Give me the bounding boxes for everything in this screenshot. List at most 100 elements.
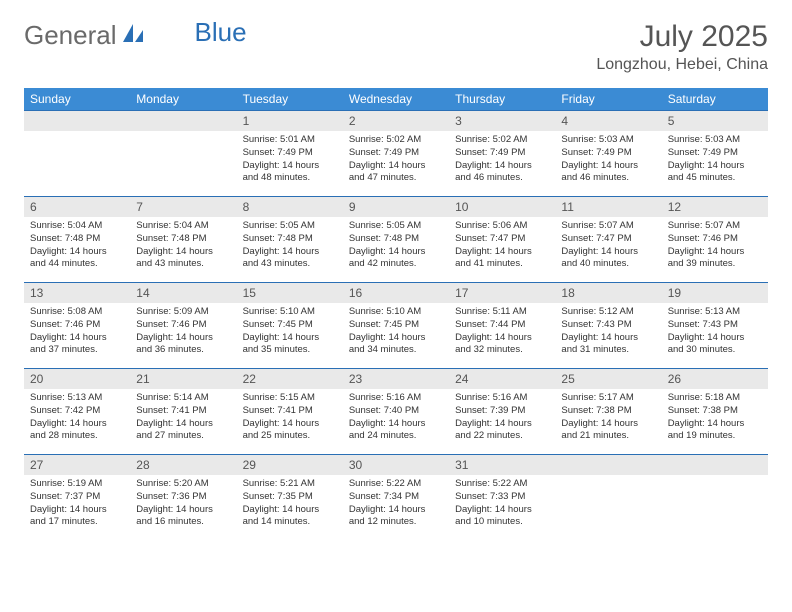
day-content: Sunrise: 5:14 AMSunset: 7:41 PMDaylight:… xyxy=(130,389,236,447)
day-number: 21 xyxy=(130,368,236,389)
day-number: 10 xyxy=(449,196,555,217)
day-number: 17 xyxy=(449,282,555,303)
calendar-day: 22Sunrise: 5:15 AMSunset: 7:41 PMDayligh… xyxy=(237,368,343,454)
calendar-day: 15Sunrise: 5:10 AMSunset: 7:45 PMDayligh… xyxy=(237,282,343,368)
day-content: Sunrise: 5:02 AMSunset: 7:49 PMDaylight:… xyxy=(449,131,555,189)
day-number: 26 xyxy=(662,368,768,389)
calendar-day: 18Sunrise: 5:12 AMSunset: 7:43 PMDayligh… xyxy=(555,282,661,368)
calendar-body: 1Sunrise: 5:01 AMSunset: 7:49 PMDaylight… xyxy=(24,110,768,540)
calendar-day: 13Sunrise: 5:08 AMSunset: 7:46 PMDayligh… xyxy=(24,282,130,368)
day-content: Sunrise: 5:03 AMSunset: 7:49 PMDaylight:… xyxy=(555,131,661,189)
calendar-day: 8Sunrise: 5:05 AMSunset: 7:48 PMDaylight… xyxy=(237,196,343,282)
weekday-header-row: SundayMondayTuesdayWednesdayThursdayFrid… xyxy=(24,88,768,110)
day-content xyxy=(24,131,130,181)
day-number xyxy=(24,110,130,131)
day-number: 5 xyxy=(662,110,768,131)
day-number xyxy=(555,454,661,475)
calendar-day: 11Sunrise: 5:07 AMSunset: 7:47 PMDayligh… xyxy=(555,196,661,282)
day-number: 19 xyxy=(662,282,768,303)
day-content: Sunrise: 5:16 AMSunset: 7:40 PMDaylight:… xyxy=(343,389,449,447)
day-content: Sunrise: 5:22 AMSunset: 7:33 PMDaylight:… xyxy=(449,475,555,533)
day-number: 4 xyxy=(555,110,661,131)
day-content: Sunrise: 5:07 AMSunset: 7:47 PMDaylight:… xyxy=(555,217,661,275)
day-content: Sunrise: 5:12 AMSunset: 7:43 PMDaylight:… xyxy=(555,303,661,361)
day-number: 3 xyxy=(449,110,555,131)
day-number: 16 xyxy=(343,282,449,303)
day-content: Sunrise: 5:07 AMSunset: 7:46 PMDaylight:… xyxy=(662,217,768,275)
day-content: Sunrise: 5:13 AMSunset: 7:43 PMDaylight:… xyxy=(662,303,768,361)
day-content: Sunrise: 5:04 AMSunset: 7:48 PMDaylight:… xyxy=(130,217,236,275)
day-number: 28 xyxy=(130,454,236,475)
calendar-row: 27Sunrise: 5:19 AMSunset: 7:37 PMDayligh… xyxy=(24,454,768,540)
day-content: Sunrise: 5:04 AMSunset: 7:48 PMDaylight:… xyxy=(24,217,130,275)
day-number: 23 xyxy=(343,368,449,389)
day-number: 2 xyxy=(343,110,449,131)
day-content: Sunrise: 5:10 AMSunset: 7:45 PMDaylight:… xyxy=(237,303,343,361)
calendar-day: 23Sunrise: 5:16 AMSunset: 7:40 PMDayligh… xyxy=(343,368,449,454)
day-number: 14 xyxy=(130,282,236,303)
header: General Blue July 2025 Longzhou, Hebei, … xyxy=(0,0,792,82)
day-number: 30 xyxy=(343,454,449,475)
day-content: Sunrise: 5:13 AMSunset: 7:42 PMDaylight:… xyxy=(24,389,130,447)
day-number: 13 xyxy=(24,282,130,303)
calendar-table: SundayMondayTuesdayWednesdayThursdayFrid… xyxy=(24,88,768,540)
day-number: 12 xyxy=(662,196,768,217)
calendar-day: 16Sunrise: 5:10 AMSunset: 7:45 PMDayligh… xyxy=(343,282,449,368)
day-number: 31 xyxy=(449,454,555,475)
day-content: Sunrise: 5:05 AMSunset: 7:48 PMDaylight:… xyxy=(343,217,449,275)
calendar-row: 20Sunrise: 5:13 AMSunset: 7:42 PMDayligh… xyxy=(24,368,768,454)
day-content: Sunrise: 5:02 AMSunset: 7:49 PMDaylight:… xyxy=(343,131,449,189)
calendar-day: 7Sunrise: 5:04 AMSunset: 7:48 PMDaylight… xyxy=(130,196,236,282)
day-content xyxy=(662,475,768,525)
day-number: 8 xyxy=(237,196,343,217)
weekday-header: Saturday xyxy=(662,88,768,110)
location-text: Longzhou, Hebei, China xyxy=(596,56,768,74)
day-number xyxy=(662,454,768,475)
calendar-day: 21Sunrise: 5:14 AMSunset: 7:41 PMDayligh… xyxy=(130,368,236,454)
calendar-day-empty xyxy=(662,454,768,540)
logo-text-general: General xyxy=(24,20,117,51)
calendar-day: 5Sunrise: 5:03 AMSunset: 7:49 PMDaylight… xyxy=(662,110,768,196)
day-number: 18 xyxy=(555,282,661,303)
page-title: July 2025 xyxy=(596,20,768,54)
day-number: 22 xyxy=(237,368,343,389)
calendar-day: 10Sunrise: 5:06 AMSunset: 7:47 PMDayligh… xyxy=(449,196,555,282)
day-number: 1 xyxy=(237,110,343,131)
calendar-day: 6Sunrise: 5:04 AMSunset: 7:48 PMDaylight… xyxy=(24,196,130,282)
calendar-row: 1Sunrise: 5:01 AMSunset: 7:49 PMDaylight… xyxy=(24,110,768,196)
calendar-day: 1Sunrise: 5:01 AMSunset: 7:49 PMDaylight… xyxy=(237,110,343,196)
calendar-day: 20Sunrise: 5:13 AMSunset: 7:42 PMDayligh… xyxy=(24,368,130,454)
calendar-day-empty xyxy=(24,110,130,196)
calendar-day: 9Sunrise: 5:05 AMSunset: 7:48 PMDaylight… xyxy=(343,196,449,282)
day-content: Sunrise: 5:06 AMSunset: 7:47 PMDaylight:… xyxy=(449,217,555,275)
weekday-header: Friday xyxy=(555,88,661,110)
day-content: Sunrise: 5:03 AMSunset: 7:49 PMDaylight:… xyxy=(662,131,768,189)
calendar-day: 12Sunrise: 5:07 AMSunset: 7:46 PMDayligh… xyxy=(662,196,768,282)
day-content: Sunrise: 5:17 AMSunset: 7:38 PMDaylight:… xyxy=(555,389,661,447)
day-content: Sunrise: 5:05 AMSunset: 7:48 PMDaylight:… xyxy=(237,217,343,275)
calendar-day: 17Sunrise: 5:11 AMSunset: 7:44 PMDayligh… xyxy=(449,282,555,368)
day-number: 24 xyxy=(449,368,555,389)
calendar-day: 14Sunrise: 5:09 AMSunset: 7:46 PMDayligh… xyxy=(130,282,236,368)
day-number: 25 xyxy=(555,368,661,389)
calendar-day: 27Sunrise: 5:19 AMSunset: 7:37 PMDayligh… xyxy=(24,454,130,540)
day-number: 15 xyxy=(237,282,343,303)
calendar-day: 25Sunrise: 5:17 AMSunset: 7:38 PMDayligh… xyxy=(555,368,661,454)
title-block: July 2025 Longzhou, Hebei, China xyxy=(596,20,768,74)
day-number: 29 xyxy=(237,454,343,475)
day-content: Sunrise: 5:09 AMSunset: 7:46 PMDaylight:… xyxy=(130,303,236,361)
day-content xyxy=(130,131,236,181)
day-number: 6 xyxy=(24,196,130,217)
day-number: 7 xyxy=(130,196,236,217)
calendar-day: 24Sunrise: 5:16 AMSunset: 7:39 PMDayligh… xyxy=(449,368,555,454)
day-content: Sunrise: 5:20 AMSunset: 7:36 PMDaylight:… xyxy=(130,475,236,533)
calendar-day: 26Sunrise: 5:18 AMSunset: 7:38 PMDayligh… xyxy=(662,368,768,454)
calendar-day-empty xyxy=(555,454,661,540)
weekday-header: Monday xyxy=(130,88,236,110)
day-content: Sunrise: 5:16 AMSunset: 7:39 PMDaylight:… xyxy=(449,389,555,447)
calendar-day: 29Sunrise: 5:21 AMSunset: 7:35 PMDayligh… xyxy=(237,454,343,540)
weekday-header: Wednesday xyxy=(343,88,449,110)
calendar-day: 31Sunrise: 5:22 AMSunset: 7:33 PMDayligh… xyxy=(449,454,555,540)
calendar-row: 6Sunrise: 5:04 AMSunset: 7:48 PMDaylight… xyxy=(24,196,768,282)
day-content: Sunrise: 5:15 AMSunset: 7:41 PMDaylight:… xyxy=(237,389,343,447)
